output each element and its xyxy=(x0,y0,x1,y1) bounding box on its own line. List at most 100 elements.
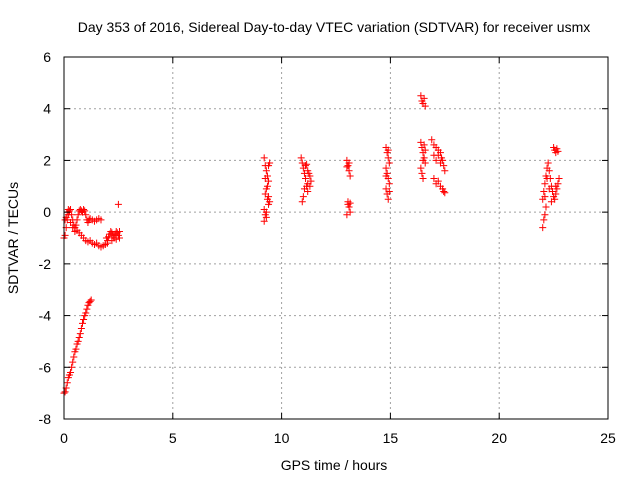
data-point xyxy=(97,216,105,224)
axis-ticks xyxy=(63,56,609,420)
data-point xyxy=(260,217,268,225)
data-point xyxy=(74,337,82,345)
data-point xyxy=(545,185,553,193)
data-point xyxy=(61,231,69,239)
data-point xyxy=(63,379,71,387)
data-point xyxy=(552,182,560,190)
data-point xyxy=(82,309,90,317)
data-point xyxy=(299,193,307,201)
data-point xyxy=(108,237,116,245)
data-point xyxy=(417,164,425,172)
data-point xyxy=(421,146,429,154)
data-point xyxy=(266,198,274,206)
data-point xyxy=(75,334,83,342)
data-point xyxy=(382,164,390,172)
data-point xyxy=(67,218,75,226)
data-point xyxy=(297,154,305,162)
x-tick-label: 15 xyxy=(383,430,399,446)
data-point xyxy=(102,234,110,242)
data-point xyxy=(78,319,86,327)
x-tick-label: 10 xyxy=(274,430,290,446)
y-tick-label: 0 xyxy=(43,204,51,220)
data-point xyxy=(418,169,426,177)
y-tick-label: -2 xyxy=(39,256,52,272)
x-axis-title: GPS time / hours xyxy=(281,457,388,473)
data-point xyxy=(441,189,449,197)
data-point xyxy=(384,154,392,162)
y-tick-label: 6 xyxy=(43,49,51,65)
data-point xyxy=(541,193,549,201)
data-point xyxy=(540,187,548,195)
data-point xyxy=(260,154,268,162)
data-point xyxy=(436,159,444,167)
data-point xyxy=(115,228,123,236)
data-point xyxy=(345,159,353,167)
data-point xyxy=(343,163,351,171)
data-point xyxy=(261,175,269,183)
data-point xyxy=(74,211,82,219)
data-point xyxy=(384,146,392,154)
data-point xyxy=(547,198,555,206)
data-point xyxy=(385,180,393,188)
plot-frame xyxy=(63,56,609,420)
data-point xyxy=(428,136,436,144)
data-point xyxy=(552,190,560,198)
data-point xyxy=(440,187,448,195)
data-point xyxy=(104,239,112,247)
x-tick-label: 25 xyxy=(600,430,616,446)
data-point xyxy=(80,206,88,214)
data-point xyxy=(112,235,120,243)
data-point xyxy=(82,211,90,219)
data-point xyxy=(382,172,390,180)
data-point xyxy=(305,169,313,177)
y-tick-label: 2 xyxy=(43,152,51,168)
data-point xyxy=(262,208,270,216)
data-point xyxy=(81,207,89,215)
data-point xyxy=(419,156,427,164)
data-point xyxy=(345,167,353,175)
data-point xyxy=(300,185,308,193)
y-tick-label: 4 xyxy=(43,101,51,117)
data-point xyxy=(266,159,274,167)
data-point xyxy=(555,175,563,183)
data-point xyxy=(541,211,549,219)
data-point xyxy=(87,296,95,304)
data-points xyxy=(60,92,563,397)
data-point xyxy=(67,368,75,376)
data-point xyxy=(76,330,84,338)
data-point xyxy=(83,305,91,313)
data-point xyxy=(72,345,80,353)
data-point xyxy=(77,325,85,332)
data-point xyxy=(298,198,306,206)
data-point xyxy=(554,147,562,155)
data-point xyxy=(61,388,69,396)
data-point xyxy=(539,224,547,232)
data-point xyxy=(86,297,94,305)
data-point xyxy=(303,160,311,168)
y-tick-label: -6 xyxy=(39,359,52,375)
data-point xyxy=(385,159,393,167)
data-point xyxy=(385,187,393,195)
data-point xyxy=(114,200,122,208)
data-point xyxy=(68,211,76,219)
data-point xyxy=(542,203,550,211)
data-point xyxy=(343,211,351,219)
data-point xyxy=(421,102,429,110)
y-axis-title: SDTVAR / TECUs xyxy=(5,182,21,294)
data-point xyxy=(69,224,77,232)
data-point xyxy=(265,193,273,201)
y-tick-label: -4 xyxy=(39,308,52,324)
data-point xyxy=(432,156,440,164)
data-point xyxy=(420,141,428,149)
data-point xyxy=(346,172,354,180)
y-tick-label: -8 xyxy=(39,411,52,427)
data-point xyxy=(115,234,123,242)
data-point xyxy=(73,216,81,224)
data-point xyxy=(441,167,449,175)
data-point xyxy=(263,182,271,190)
data-point xyxy=(69,358,77,366)
data-point xyxy=(430,175,438,183)
x-tick-label: 20 xyxy=(491,430,507,446)
data-point xyxy=(540,216,548,224)
